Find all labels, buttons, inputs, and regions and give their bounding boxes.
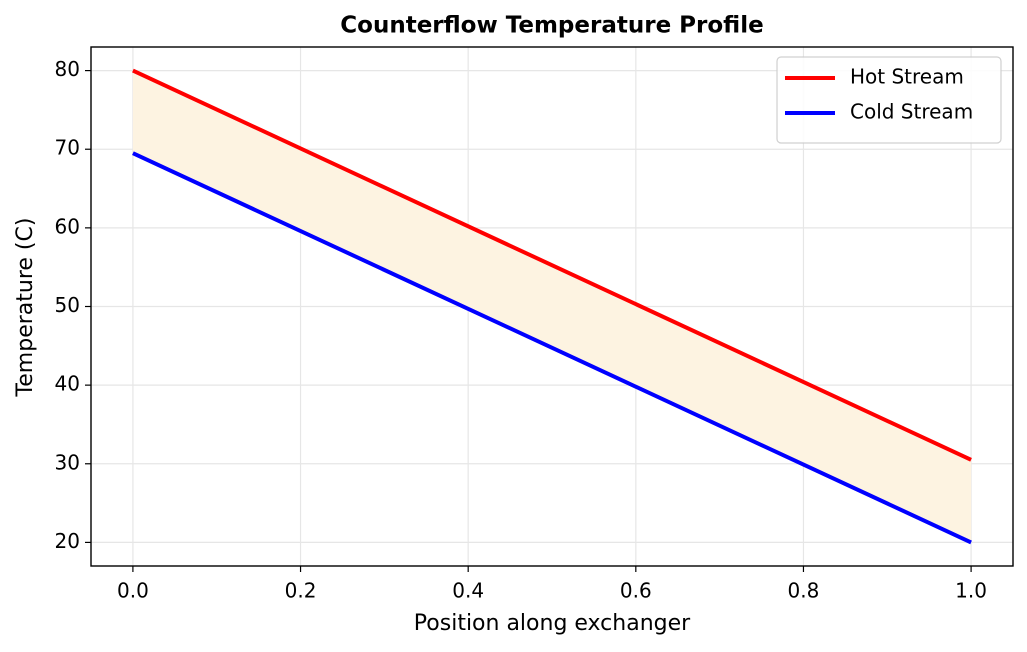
x-tick-label: 0.8: [788, 579, 820, 603]
y-tick-label: 50: [55, 293, 80, 317]
legend-label: Hot Stream: [850, 65, 964, 89]
line-series: [132, 151, 972, 545]
plot-frame: [90, 46, 1014, 567]
chart-title: Counterflow Temperature Profile: [340, 13, 763, 39]
x-axis-label: Position along exchanger: [414, 611, 691, 636]
y-tick-label: 40: [55, 372, 80, 396]
x-tick-label: 0.0: [117, 579, 149, 603]
fill-between: [132, 70, 972, 543]
x-tick-label: 0.6: [620, 579, 652, 603]
legend-label: Cold Stream: [850, 100, 973, 124]
y-tick-label: 60: [55, 214, 80, 238]
x-tick-label: 1.0: [955, 579, 987, 603]
y-axis-label: Temperature (C): [13, 218, 38, 398]
y-tick-label: 80: [55, 57, 80, 81]
x-tick-label: 0.2: [285, 579, 317, 603]
x-tick-label: 0.4: [452, 579, 484, 603]
line-series: [132, 68, 972, 462]
y-tick-label: 20: [55, 529, 80, 553]
y-tick-label: 30: [55, 450, 80, 474]
y-tick-label: 70: [55, 136, 80, 160]
